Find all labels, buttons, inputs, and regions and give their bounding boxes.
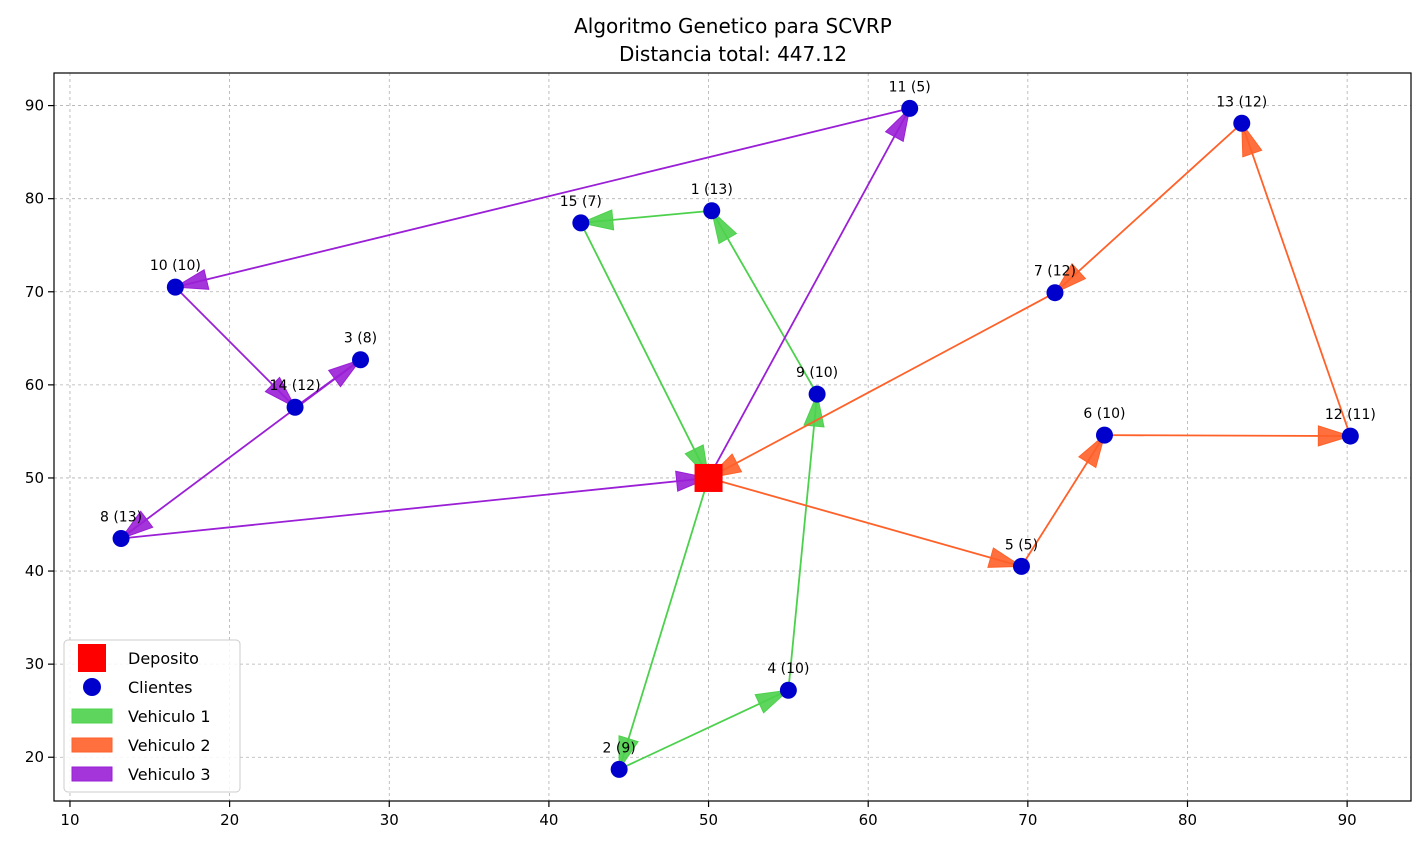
y-tick-label: 30 [25, 655, 44, 673]
route-arrowhead [675, 470, 711, 492]
customer-point [703, 202, 721, 220]
y-tick-label: 50 [25, 469, 44, 487]
customer-point [1046, 284, 1064, 302]
customer-point [572, 214, 590, 232]
chart-subtitle: Distancia total: 447.12 [619, 42, 847, 66]
route-segment [710, 210, 818, 395]
customer-label: 7 (12) [1034, 264, 1076, 280]
route-segment [1240, 122, 1352, 437]
route-arrowhead [1241, 121, 1263, 158]
route-arrowhead [618, 735, 639, 771]
y-tick-label: 80 [25, 190, 44, 208]
y-tick-label: 60 [25, 376, 44, 394]
route-segment [787, 394, 819, 691]
customer-point [1012, 557, 1030, 575]
x-tick-label: 40 [539, 811, 558, 829]
customer-label: 4 (10) [767, 661, 809, 677]
customer-label: 13 (12) [1216, 94, 1267, 110]
y-tick-label: 90 [25, 97, 44, 115]
customer-label: 1 (13) [691, 182, 733, 198]
route-segment [175, 107, 910, 288]
legend-box [63, 639, 241, 793]
customer-point [1233, 114, 1251, 132]
route-arrowhead [119, 510, 154, 540]
legend-label: Vehiculo 2 [128, 736, 211, 755]
customer-point [112, 529, 130, 547]
route-arrowhead [754, 689, 790, 714]
route-arrowhead [173, 269, 210, 290]
legend-label: Deposito [128, 649, 199, 668]
labels-layer: 1 (13) 2 (9) 3 (8) 4 (10) 5 (5) 6 (10) 7 (12) 8… [100, 79, 1376, 756]
route-segment [1054, 122, 1243, 294]
x-tick-label: 30 [380, 811, 399, 829]
route-segment [580, 222, 710, 479]
axis-ticks: 10 20 30 40 50 60 70 80 90 20 30 40 50 60 70 80 90 [25, 97, 1357, 829]
customer-point [1341, 427, 1359, 445]
depot-marker [694, 463, 723, 492]
x-tick-label: 10 [60, 811, 79, 829]
x-tick-label: 20 [220, 811, 239, 829]
customer-label: 3 (8) [344, 331, 377, 347]
customer-point [1095, 426, 1113, 444]
chart-title: Algoritmo Genetico para SCVRP [574, 14, 892, 38]
legend: Deposito Clientes Vehiculo 1 Vehiculo 2 Vehi… [63, 639, 241, 793]
customer-label: 5 (5) [1005, 537, 1038, 553]
legend-label: Vehiculo 3 [128, 765, 211, 784]
legend-vehicle-patch [71, 766, 113, 782]
customer-label: 12 (11) [1325, 407, 1376, 423]
route-arrowhead [264, 376, 297, 409]
x-tick-label: 90 [1338, 811, 1357, 829]
customer-label: 8 (13) [100, 509, 142, 525]
y-tick-label: 40 [25, 562, 44, 580]
route-arrowhead [1317, 425, 1352, 447]
legend-label: Vehiculo 1 [128, 707, 211, 726]
legend-label: Clientes [128, 678, 193, 697]
customer-label: 6 (10) [1083, 406, 1125, 422]
route-vehiculo-2 [707, 121, 1352, 568]
y-tick-label: 70 [25, 283, 44, 301]
route-segment [707, 107, 911, 479]
customer-label: 2 (9) [603, 740, 636, 756]
legend-depot-marker [78, 644, 106, 672]
points-layer [112, 99, 1359, 778]
routes-layer [119, 106, 1352, 771]
route-arrowhead [884, 106, 911, 143]
x-tick-label: 60 [859, 811, 878, 829]
customer-point [808, 385, 826, 403]
customer-label: 10 (10) [150, 258, 201, 274]
route-segment [1104, 434, 1351, 437]
customer-point [286, 398, 304, 416]
route-arrowhead [1053, 262, 1087, 294]
route-vehiculo-1 [579, 209, 825, 771]
route-arrowhead [1078, 433, 1106, 469]
route-arrowhead [579, 209, 615, 231]
legend-vehicle-patch [71, 708, 113, 724]
customer-label: 11 (5) [889, 79, 931, 95]
customer-label: 15 (7) [560, 194, 602, 210]
route-segment [708, 291, 1056, 479]
customer-label: 14 (12) [270, 378, 321, 394]
route-segment [618, 477, 710, 770]
x-tick-label: 80 [1178, 811, 1197, 829]
grid [54, 73, 1411, 801]
legend-vehicle-patch [71, 737, 113, 753]
route-vehiculo-3 [119, 106, 911, 540]
route-arrowhead [710, 209, 738, 245]
x-tick-label: 50 [699, 811, 718, 829]
customer-point [779, 681, 797, 699]
y-tick-label: 20 [25, 748, 44, 766]
customer-point [352, 351, 370, 369]
legend-customer-marker [83, 678, 101, 696]
x-tick-label: 70 [1018, 811, 1037, 829]
plot-frame [53, 72, 1412, 802]
customer-point [610, 760, 628, 778]
route-segment [120, 359, 362, 540]
customer-label: 9 (10) [796, 365, 838, 381]
route-arrowhead [987, 547, 1024, 568]
route-segment [120, 477, 709, 540]
customer-point [166, 278, 184, 296]
route-segment [708, 477, 1022, 568]
customer-point [901, 99, 919, 117]
